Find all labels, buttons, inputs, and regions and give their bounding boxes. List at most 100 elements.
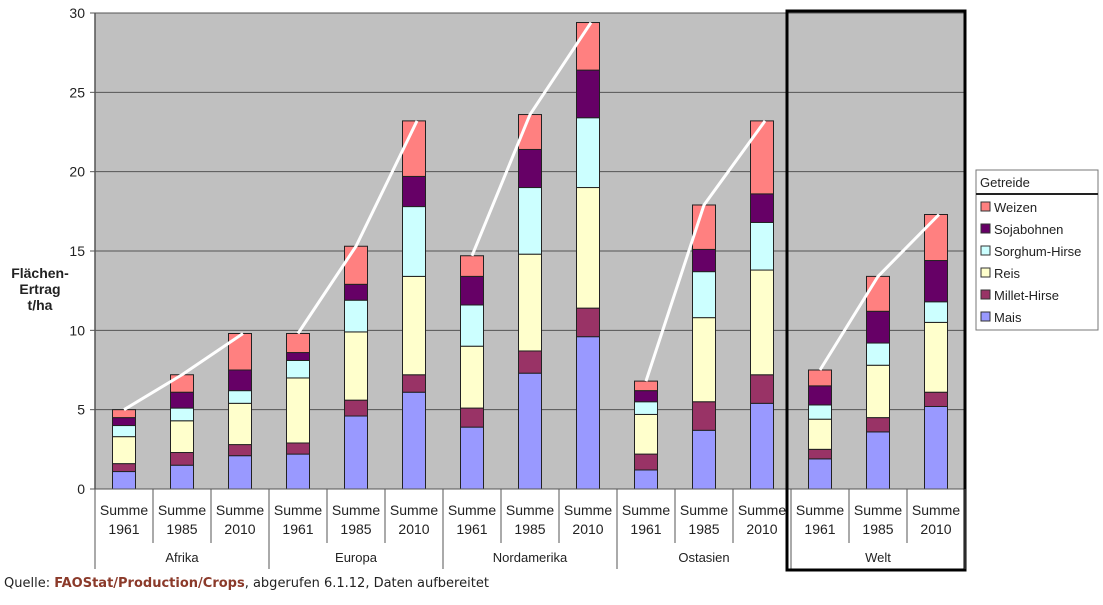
bar-segment-millet-hirse <box>634 453 658 471</box>
trend-line-nordamerika <box>470 21 593 257</box>
y-axis-label-line: t/ha <box>28 297 53 313</box>
legend-swatch-mais <box>980 311 991 322</box>
bar-segment-sorghum-hirse <box>866 342 890 366</box>
x-category-label: Summe <box>332 502 380 518</box>
bar-segment-millet-hirse <box>344 399 368 417</box>
x-group-label: Welt <box>865 550 891 565</box>
bar-segment-sojabohnen <box>228 369 252 392</box>
source-suffix: , abgerufen 6.1.12, Daten aufbereitet <box>244 576 489 591</box>
x-category-year: 1961 <box>456 521 487 537</box>
bar-segment-sojabohnen <box>576 69 600 119</box>
bar-segment-sojabohnen <box>518 148 542 189</box>
x-category-year: 1961 <box>804 521 835 537</box>
bar-segment-weizen <box>634 380 658 392</box>
legend-swatch-reis <box>980 267 991 278</box>
x-group-label: Afrika <box>165 550 199 565</box>
bar-segment-sorghum-hirse <box>286 359 310 379</box>
bar-segment-sojabohnen <box>866 310 890 344</box>
x-category-year: 2010 <box>746 521 777 537</box>
bar-segment-weizen <box>750 120 774 195</box>
x-category-label: Summe <box>506 502 554 518</box>
bar-segment-reis <box>750 269 774 376</box>
x-category-year: 1985 <box>166 521 197 537</box>
x-category-label: Summe <box>390 502 438 518</box>
legend-swatch-weizen <box>980 201 991 212</box>
x-category-year: 2010 <box>920 521 951 537</box>
bar-segment-reis <box>924 321 948 393</box>
bar-segment-sojabohnen <box>112 417 136 427</box>
x-category-year: 1985 <box>340 521 371 537</box>
legend-swatch-millet-hirse <box>980 289 991 300</box>
legend-title: Getreide <box>980 175 1030 190</box>
y-axis-label: Flächen-Ertrag t/ha <box>11 265 69 313</box>
x-category-label: Summe <box>448 502 496 518</box>
bar-segment-sojabohnen <box>924 260 948 303</box>
bar-segment-mais <box>112 471 136 490</box>
x-category-label: Summe <box>854 502 902 518</box>
bar-segment-reis <box>576 187 600 309</box>
y-tick-label: 25 <box>69 84 85 100</box>
y-axis-label-line: Ertrag <box>19 281 60 297</box>
bar-segment-mais <box>924 405 948 490</box>
bar-segment-sojabohnen <box>402 175 426 208</box>
legend-label-millet-hirse: Millet-Hirse <box>994 288 1059 303</box>
bar-segment-sojabohnen <box>808 385 832 406</box>
bar-segment-sojabohnen <box>692 248 716 273</box>
x-category-label: Summe <box>622 502 670 518</box>
legend-label-sojabohnen: Sojabohnen <box>994 222 1063 237</box>
x-group-label: Nordamerika <box>493 550 568 565</box>
bar-segment-weizen <box>344 245 368 285</box>
bar-segment-mais <box>692 429 716 490</box>
bar-segment-sorghum-hirse <box>112 425 136 438</box>
bar-segment-mais <box>228 455 252 490</box>
x-category-year: 1961 <box>108 521 139 537</box>
bar-segment-weizen <box>228 333 252 371</box>
bar-segment-weizen <box>808 369 832 387</box>
bar-segment-sorghum-hirse <box>924 301 948 323</box>
bar-segment-weizen <box>924 214 948 262</box>
bar-segment-sojabohnen <box>750 193 774 223</box>
bar-segment-millet-hirse <box>518 350 542 374</box>
bar-segment-mais <box>402 391 426 490</box>
bar-segment-reis <box>112 436 136 465</box>
bar-segment-sojabohnen <box>286 352 310 361</box>
y-tick-label: 5 <box>77 402 85 418</box>
x-category-label: Summe <box>100 502 148 518</box>
x-category-label: Summe <box>912 502 960 518</box>
trend-line-europa <box>296 120 419 335</box>
x-category-label: Summe <box>158 502 206 518</box>
legend-box <box>975 169 1099 331</box>
x-category-year: 1985 <box>862 521 893 537</box>
bar-segment-weizen <box>170 374 194 393</box>
bar-segment-millet-hirse <box>402 374 426 393</box>
bar-segment-millet-hirse <box>866 417 890 433</box>
bar-segment-weizen <box>866 275 890 312</box>
y-axis-label-line: Flächen- <box>11 265 69 281</box>
bar-segment-sorghum-hirse <box>808 404 832 420</box>
x-group-label: Europa <box>335 550 378 565</box>
y-tick-label: 0 <box>77 481 85 497</box>
bar-segment-millet-hirse <box>692 401 716 431</box>
bar-segment-millet-hirse <box>924 391 948 407</box>
bar-segment-reis <box>402 275 426 376</box>
x-category-year: 2010 <box>224 521 255 537</box>
bar-segment-millet-hirse <box>228 444 252 457</box>
bar-segment-reis <box>808 418 832 450</box>
bar-segment-sorghum-hirse <box>344 299 368 333</box>
chart-container: 0 5 10 15 20 25 30 Flächen-Ertrag t/ha Summe 1961 S… <box>11 5 1099 572</box>
y-tick-label: 20 <box>69 164 85 180</box>
x-category-label: Summe <box>216 502 264 518</box>
trend-line-welt <box>818 213 941 371</box>
bar-segment-sorghum-hirse <box>402 206 426 277</box>
bar-segment-millet-hirse <box>460 407 484 428</box>
bar-segment-sorghum-hirse <box>518 187 542 255</box>
bar-segment-mais <box>750 402 774 490</box>
source-link[interactable]: FAOStat/Production/Crops <box>54 576 245 591</box>
bar-segment-sorghum-hirse <box>692 271 716 319</box>
bar-segment-reis <box>634 413 658 455</box>
bar-segment-reis <box>228 402 252 446</box>
y-tick-label: 15 <box>69 243 85 259</box>
bar-segment-mais <box>808 458 832 490</box>
x-category-year: 2010 <box>398 521 429 537</box>
bar-segment-reis <box>170 420 194 454</box>
